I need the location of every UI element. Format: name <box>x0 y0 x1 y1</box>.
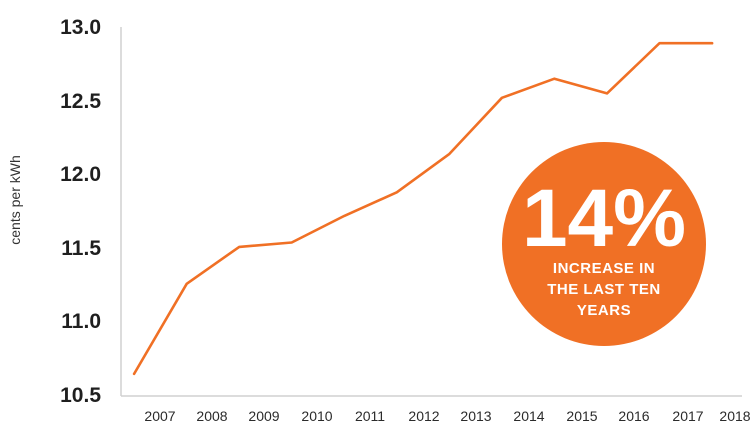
callout-circle <box>502 142 706 346</box>
x-tick-label: 2009 <box>248 408 279 424</box>
y-axis: 13.0 12.5 12.0 11.5 11.0 10.5 <box>60 16 101 407</box>
x-tick-label: 2015 <box>566 408 597 424</box>
callout-text-line: YEARS <box>577 302 631 319</box>
y-tick-label: 12.5 <box>60 90 101 113</box>
x-tick-label: 2012 <box>408 408 439 424</box>
x-tick-label: 2008 <box>196 408 227 424</box>
callout-text-line: THE LAST TEN <box>547 281 661 298</box>
x-tick-label: 2007 <box>144 408 175 424</box>
callout-value: 14% <box>522 173 686 264</box>
x-tick-label: 2017 <box>672 408 703 424</box>
series-line <box>132 41 714 376</box>
x-tick-label: 2010 <box>301 408 332 424</box>
y-tick-label: 13.0 <box>60 16 101 39</box>
x-tick-label: 2014 <box>513 408 544 424</box>
y-tick-label: 10.5 <box>60 384 101 407</box>
x-tick-label: 2016 <box>618 408 649 424</box>
y-tick-label: 11.5 <box>61 237 101 260</box>
callout-text-line: INCREASE IN <box>553 260 655 277</box>
series-points <box>134 43 713 374</box>
x-axis: 2007 2008 2009 2010 2011 2012 2013 2014 … <box>144 408 750 424</box>
callout-badge: 14% INCREASE IN THE LAST TEN YEARS <box>502 142 706 346</box>
x-tick-label: 2018 <box>719 408 750 424</box>
y-tick-label: 11.0 <box>61 310 101 333</box>
y-tick-label: 12.0 <box>60 163 101 186</box>
x-tick-label: 2011 <box>355 408 385 424</box>
x-tick-label: 2013 <box>460 408 491 424</box>
y-axis-label: cents per kWh <box>7 155 23 244</box>
